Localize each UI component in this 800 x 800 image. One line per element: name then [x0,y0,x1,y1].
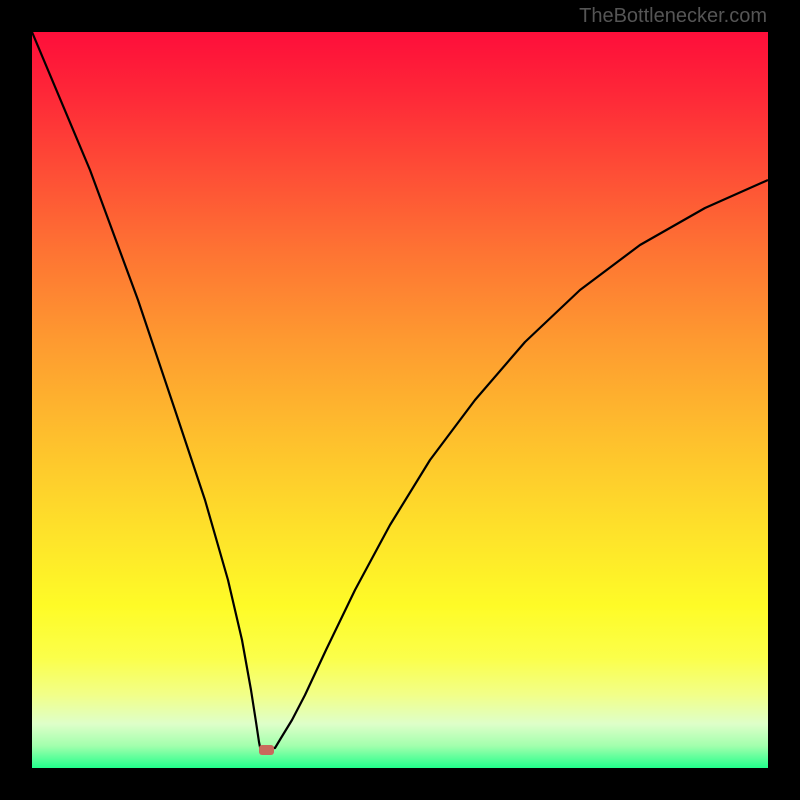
bottleneck-chart: TheBottlenecker.com [0,0,800,800]
bottleneck-curve-path [32,32,768,752]
watermark-label: TheBottlenecker.com [579,5,767,28]
optimum-marker [259,745,274,755]
curve-layer [0,0,800,800]
